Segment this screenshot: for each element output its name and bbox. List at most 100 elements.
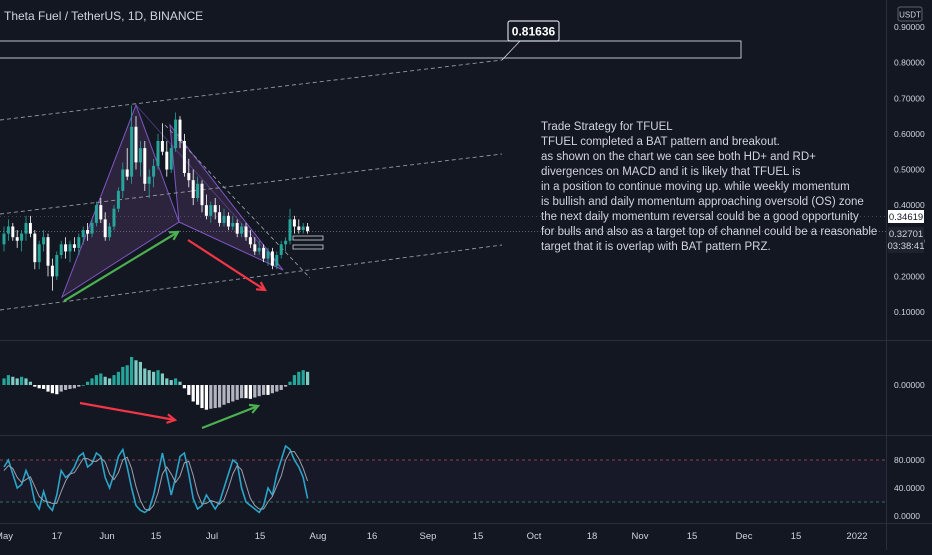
macd-bar	[64, 385, 68, 390]
macd-bar	[196, 385, 200, 405]
candle-body	[306, 226, 310, 232]
candle-body	[86, 230, 90, 234]
candle-body	[266, 251, 270, 259]
note-line-8: for bulls and also as a target top of ch…	[541, 226, 877, 238]
candle-body	[182, 141, 186, 174]
candle-body	[37, 244, 41, 263]
candle-body	[64, 244, 68, 252]
macd-bar	[292, 375, 296, 385]
time-axis-tick: 15	[473, 531, 484, 542]
trade-strategy-note: Trade Strategy for TFUEL TFUEL completed…	[541, 121, 877, 253]
candle-body	[231, 222, 235, 227]
candle-body	[235, 222, 239, 234]
candle-body	[200, 183, 204, 206]
candle-body	[178, 119, 182, 141]
candle-body	[11, 226, 15, 238]
macd-bar	[182, 385, 186, 389]
candle-body	[165, 151, 169, 170]
time-axis-tick: 15	[151, 531, 162, 542]
candle-body	[2, 233, 6, 245]
note-line-9: target that it is overlap with BAT patte…	[541, 241, 771, 253]
candle-body	[222, 215, 226, 223]
candle-body	[169, 148, 173, 170]
time-axis-tick: 15	[791, 531, 802, 542]
candle-body	[279, 244, 283, 255]
candle-body	[213, 205, 217, 213]
target-zone-rectangle[interactable]	[0, 40, 742, 59]
target-price-label: 0.81636	[507, 20, 560, 42]
candle-body	[226, 215, 230, 227]
candle-body	[108, 226, 112, 238]
price-axis-tick: 0.60000	[894, 129, 925, 139]
macd-bar	[112, 375, 116, 385]
macd-down-arrow-shaft	[79, 401, 176, 422]
time-axis-tick: Sep	[420, 531, 437, 542]
candle-body	[196, 183, 200, 198]
candle-body	[50, 265, 54, 277]
candle-body	[72, 244, 76, 248]
macd-bar	[42, 385, 46, 389]
current-price-text: 0.34619	[889, 212, 923, 223]
macd-bar	[213, 385, 217, 409]
price-down-arrow-shaft	[187, 239, 266, 291]
macd-bar	[28, 381, 32, 385]
candle-body	[68, 244, 72, 252]
macd-bar	[33, 385, 37, 387]
candle-body	[253, 244, 257, 252]
candle-body	[134, 126, 138, 163]
candle-body	[77, 237, 81, 248]
macd-bar	[204, 385, 208, 410]
macd-bar	[284, 385, 288, 387]
macd-bar	[244, 385, 248, 399]
channel-bottom-line[interactable]	[0, 244, 503, 311]
stoch-axis-tick: 40.0000	[894, 483, 925, 493]
candle-body	[138, 148, 142, 163]
time-axis-tick: Aug	[310, 531, 327, 542]
candle-body	[288, 219, 292, 241]
macd-bar	[152, 371, 156, 385]
time-axis-tick: Oct	[527, 531, 542, 542]
price-axis-tick: 0.40000	[894, 200, 925, 210]
candle-body	[143, 148, 147, 184]
macd-bar	[108, 378, 112, 385]
macd-bar	[222, 385, 226, 405]
symbol-title: Theta Fuel / TetherUS, 1D, BINANCE	[4, 9, 203, 23]
macd-bar	[270, 385, 274, 394]
candle-body	[209, 205, 213, 216]
descending-trend-line[interactable]	[164, 124, 311, 279]
macd-bar	[15, 378, 19, 385]
candle-body	[116, 190, 120, 209]
candle-body	[147, 176, 151, 184]
macd-bar	[147, 370, 151, 385]
candle-body	[292, 219, 296, 227]
candle-body	[20, 233, 24, 241]
price-axis-tick: 0.80000	[894, 58, 925, 68]
candle-body	[24, 222, 28, 234]
candle-body	[103, 219, 107, 238]
price-axis-tick: 0.20000	[894, 271, 925, 281]
macd-bar	[81, 385, 85, 386]
macd-bar	[231, 385, 235, 402]
candle-body	[81, 230, 85, 238]
stoch-axis-tick: 80.0000	[894, 455, 925, 465]
close-price-tag: 0.32701 03:38:41	[888, 227, 924, 253]
macd-bar	[187, 385, 191, 395]
macd-down-arrow-head	[166, 413, 178, 424]
macd-bar	[248, 385, 252, 399]
candle-body	[33, 233, 37, 263]
macd-bar	[94, 375, 98, 385]
channel-mid-line[interactable]	[0, 153, 503, 215]
candle-body	[244, 226, 248, 238]
note-line-7: the next daily momentum reversal could b…	[541, 211, 859, 223]
stoch-k-line	[3, 444, 309, 514]
target-price-text: 0.81636	[512, 25, 556, 39]
time-axis-tick: Dec	[736, 531, 753, 542]
macd-up-arrow	[201, 403, 261, 430]
stoch-axis-tick: 0.0000	[894, 511, 920, 521]
candle-body	[262, 247, 266, 259]
macd-bar	[138, 361, 142, 385]
channel-top-line[interactable]	[0, 59, 503, 121]
currency-badge[interactable]: USDT	[897, 6, 923, 22]
